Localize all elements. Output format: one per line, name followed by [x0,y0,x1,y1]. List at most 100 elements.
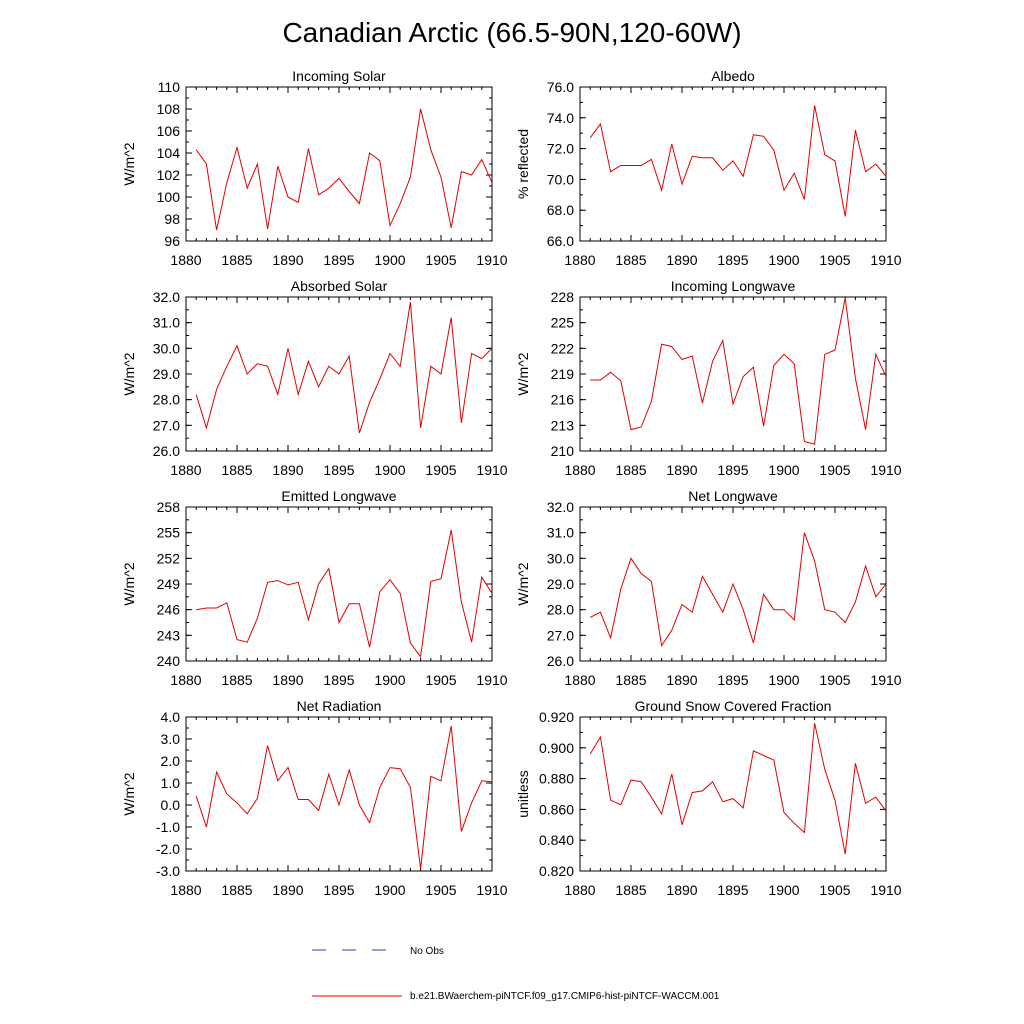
plot-frame [579,296,887,452]
y-tick-label: 0.920 [539,709,574,725]
x-tick-label: 1895 [323,462,354,478]
y-tick-label: 0.820 [539,863,574,879]
y-tick-label: 110 [158,79,181,95]
panel-4: Emitted Longwave W/m^2 240 243 246 249 252 255 2… [121,488,508,688]
y-tick-label: 76.0 [547,79,574,95]
y-tick-label: 29.0 [547,576,574,592]
y-tick-label: 29.0 [153,366,180,382]
x-tick-label: 1885 [221,252,252,268]
y-tick-label: 216 [551,392,575,408]
y-tick-label: 2.0 [161,753,181,769]
y-tick-label: 108 [157,101,181,117]
x-tick-label: 1890 [666,462,697,478]
y-tick-label: 222 [551,340,575,356]
x-tick-label: 1905 [819,672,850,688]
y-tick-label: 258 [157,499,181,515]
x-tick-label: 1910 [476,462,507,478]
x-tick-label: 1900 [374,252,405,268]
y-tick-label: 27.0 [153,417,180,433]
y-tick-label: 68.0 [547,202,574,218]
y-axis-label: W/m^2 [515,352,531,395]
series-line-0 [590,297,887,445]
y-tick-label: 0.860 [539,801,574,817]
y-tick-label: 249 [157,576,181,592]
panel-6: Net Radiation W/m^2 -3.0 -2.0 -1.0 0.0 1.0 2.0 3… [121,698,508,898]
y-tick-label: 31.0 [547,525,574,541]
y-tick-label: 74.0 [547,110,574,126]
panel-title: Absorbed Solar [291,278,388,294]
x-tick-label: 1885 [615,672,646,688]
x-tick-label: 1880 [564,882,595,898]
x-tick-label: 1895 [717,672,748,688]
y-tick-label: 30.0 [153,340,180,356]
series-line-0 [195,302,493,434]
panel-1: Albedo % reflected 66.0 68.0 70.0 72.0 74.0 76.… [515,68,902,268]
x-tick-label: 1905 [425,672,456,688]
x-tick-label: 1900 [768,462,799,478]
y-tick-label: 219 [551,366,575,382]
x-tick-label: 1895 [323,252,354,268]
y-axis-label: W/m^2 [121,562,137,605]
y-axis-label: W/m^2 [121,142,137,185]
x-tick-label: 1905 [819,882,850,898]
y-tick-label: 0.880 [539,771,574,787]
series-line-0 [196,529,493,658]
panel-0: Incoming Solar W/m^2 96 98 100 102 104 106 108 11… [121,68,508,268]
y-tick-label: 28.0 [547,602,574,618]
x-tick-label: 1910 [870,672,901,688]
x-tick-label: 1900 [374,462,405,478]
x-tick-label: 1895 [717,882,748,898]
x-tick-label: 1880 [170,672,201,688]
y-tick-label: -2.0 [156,841,180,857]
y-axis-label: W/m^2 [121,772,137,815]
legend: No Obs b.e21.BWaerchem-piNTCF.f09_g17.CM… [312,946,720,1002]
x-tick-label: 1910 [870,882,901,898]
plot-frame [185,506,493,662]
x-tick-label: 1895 [717,252,748,268]
x-tick-label: 1900 [768,882,799,898]
y-tick-label: 106 [157,123,181,139]
panel-3: Incoming Longwave W/m^2 210 213 216 219 222 225… [515,278,902,478]
y-tick-label: 70.0 [547,171,574,187]
y-tick-label: -3.0 [156,863,180,879]
y-tick-label: 0.900 [539,740,574,756]
x-tick-label: 1895 [323,882,354,898]
x-tick-label: 1880 [170,882,201,898]
chart-panels: Incoming Solar W/m^2 96 98 100 102 104 106 108 11… [121,68,902,898]
y-tick-label: 213 [551,417,575,433]
x-tick-label: 1910 [476,672,507,688]
legend-label-no-obs: No Obs [410,946,444,957]
y-tick-label: 225 [551,315,575,331]
y-tick-label: 210 [551,443,575,459]
panel-title: Emitted Longwave [281,488,396,504]
x-tick-label: 1890 [666,252,697,268]
x-tick-label: 1890 [666,882,697,898]
x-tick-label: 1890 [272,462,303,478]
x-tick-label: 1880 [170,252,201,268]
plot-frame [579,716,887,872]
x-tick-label: 1890 [272,882,303,898]
x-tick-label: 1900 [374,672,405,688]
y-tick-label: 27.0 [547,627,574,643]
y-tick-label: 32.0 [547,499,574,515]
legend-label-model: b.e21.BWaerchem-piNTCF.f09_g17.CMIP6-his… [410,991,720,1002]
y-tick-label: 100 [157,189,181,205]
x-tick-label: 1910 [476,252,507,268]
series-line-0 [589,105,887,217]
y-tick-label: 246 [157,602,181,618]
x-tick-label: 1905 [819,462,850,478]
y-tick-label: 28.0 [153,392,180,408]
x-tick-label: 1880 [564,672,595,688]
series-line-0 [589,532,887,647]
y-tick-label: 98 [164,211,180,227]
y-tick-label: 31.0 [153,315,180,331]
y-tick-label: 26.0 [153,443,180,459]
y-tick-label: 30.0 [547,550,574,566]
y-tick-label: 255 [157,525,181,541]
panel-title: Ground Snow Covered Fraction [635,698,832,714]
y-tick-label: 32.0 [153,289,180,305]
x-tick-label: 1900 [768,252,799,268]
y-tick-label: 0.840 [539,832,574,848]
y-tick-label: 0.0 [161,797,181,813]
